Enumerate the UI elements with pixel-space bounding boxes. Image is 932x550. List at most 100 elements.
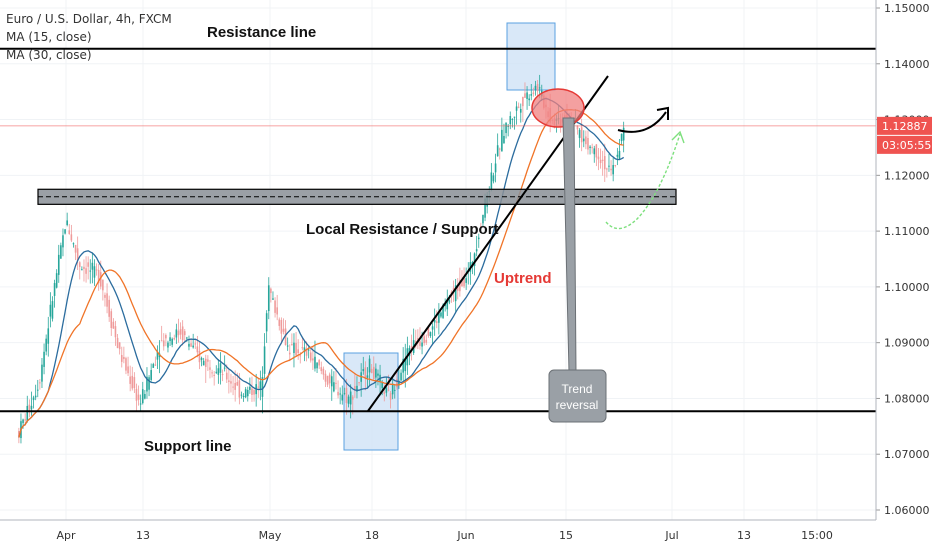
candle-body — [24, 419, 26, 421]
candle-body — [309, 352, 312, 361]
candle-body — [213, 374, 215, 376]
candle-body — [339, 393, 341, 395]
candle-body — [582, 138, 585, 142]
candle-body — [228, 380, 230, 382]
candle-body — [238, 380, 241, 398]
candle-body — [78, 262, 81, 267]
candle-body — [433, 319, 436, 323]
candle-body — [28, 404, 31, 411]
candle-body — [55, 273, 58, 288]
candle-body — [312, 358, 314, 361]
candle-body — [192, 345, 194, 348]
candle-body — [204, 358, 207, 367]
candle-body — [276, 307, 278, 315]
candle-body — [320, 367, 323, 372]
candle-body — [57, 254, 60, 275]
candle-body — [440, 312, 442, 317]
candle-body — [301, 347, 304, 349]
candle-body — [316, 362, 318, 369]
candle-body — [194, 343, 197, 345]
candle-body — [330, 376, 333, 387]
candle-body — [597, 156, 600, 160]
countdown-badge — [877, 135, 932, 154]
candle-body — [326, 375, 329, 385]
candle-body — [230, 381, 232, 384]
candle-body — [534, 85, 537, 90]
candle-body — [26, 405, 29, 422]
candle-body — [177, 330, 180, 336]
candle-body — [620, 133, 623, 142]
candle-body — [576, 125, 579, 130]
reversal-label-line2: reversal — [556, 398, 599, 412]
candle-body — [173, 338, 176, 340]
candle-body — [297, 349, 299, 354]
y-tick-label: 1.12000 — [884, 169, 930, 182]
candle-body — [368, 358, 371, 373]
y-tick-label: 1.06000 — [884, 504, 930, 517]
candle-body — [156, 351, 159, 360]
candle-body — [36, 389, 39, 391]
x-tick-label: Jun — [456, 529, 474, 542]
candle-body — [261, 376, 264, 397]
candle-body — [81, 269, 83, 271]
candle-body — [465, 278, 467, 283]
ma15-line — [18, 97, 625, 438]
candle-body — [102, 279, 104, 291]
candle-body — [68, 230, 71, 234]
candle-body — [402, 358, 404, 373]
y-tick-label: 1.10000 — [884, 281, 930, 294]
candle-body — [114, 326, 117, 338]
candle-body — [70, 234, 73, 241]
candle-body — [295, 342, 297, 356]
x-tick-label: Jul — [664, 529, 678, 542]
x-tick-label: 15:00 — [801, 529, 833, 542]
resistance-label: Resistance line — [207, 24, 316, 41]
candle-body — [202, 360, 205, 366]
candle-body — [286, 345, 289, 347]
candle-body — [591, 147, 593, 149]
candle-body — [459, 279, 461, 292]
current-price-label: 1.12887 — [882, 120, 928, 133]
candle-body — [251, 388, 253, 395]
candle-body — [282, 328, 285, 332]
candle-body — [419, 341, 421, 346]
x-tick-label: 13 — [737, 529, 751, 542]
price-badge — [877, 116, 932, 135]
candle-body — [211, 372, 213, 374]
candle-body — [22, 419, 24, 424]
candle-body — [181, 326, 184, 341]
candle-body — [34, 395, 37, 398]
bullish-arrow-head — [656, 106, 669, 120]
candle-body — [221, 374, 224, 376]
candle-body — [522, 96, 524, 107]
candle-body — [160, 340, 163, 342]
candle-body — [152, 364, 155, 368]
candle-body — [400, 372, 402, 381]
candle-body — [431, 326, 434, 330]
moving-average-layer — [18, 97, 625, 438]
candle-body — [354, 386, 356, 391]
y-tick-label: 1.15000 — [884, 2, 930, 15]
candle-body — [97, 270, 100, 284]
bottom-highlight-box — [343, 352, 399, 451]
candle-body — [345, 387, 348, 403]
candle-body — [503, 135, 505, 143]
candle-body — [442, 304, 444, 318]
candle-body — [196, 346, 199, 353]
candle-body — [244, 389, 247, 398]
candle-body — [383, 392, 386, 394]
candle-body — [106, 293, 108, 307]
candle-body — [104, 294, 106, 298]
symbol-title: Euro / U.S. Dollar, 4h, FXCM — [6, 12, 172, 26]
candle-body — [217, 368, 220, 375]
candle-body — [200, 357, 203, 361]
candle-body — [421, 342, 423, 347]
candle-body — [32, 397, 35, 401]
candle-body — [492, 175, 495, 182]
candle-body — [198, 350, 201, 363]
candle-body — [396, 379, 398, 388]
candle-body — [351, 396, 354, 400]
candle-body — [41, 364, 43, 382]
candle-body — [299, 355, 302, 357]
